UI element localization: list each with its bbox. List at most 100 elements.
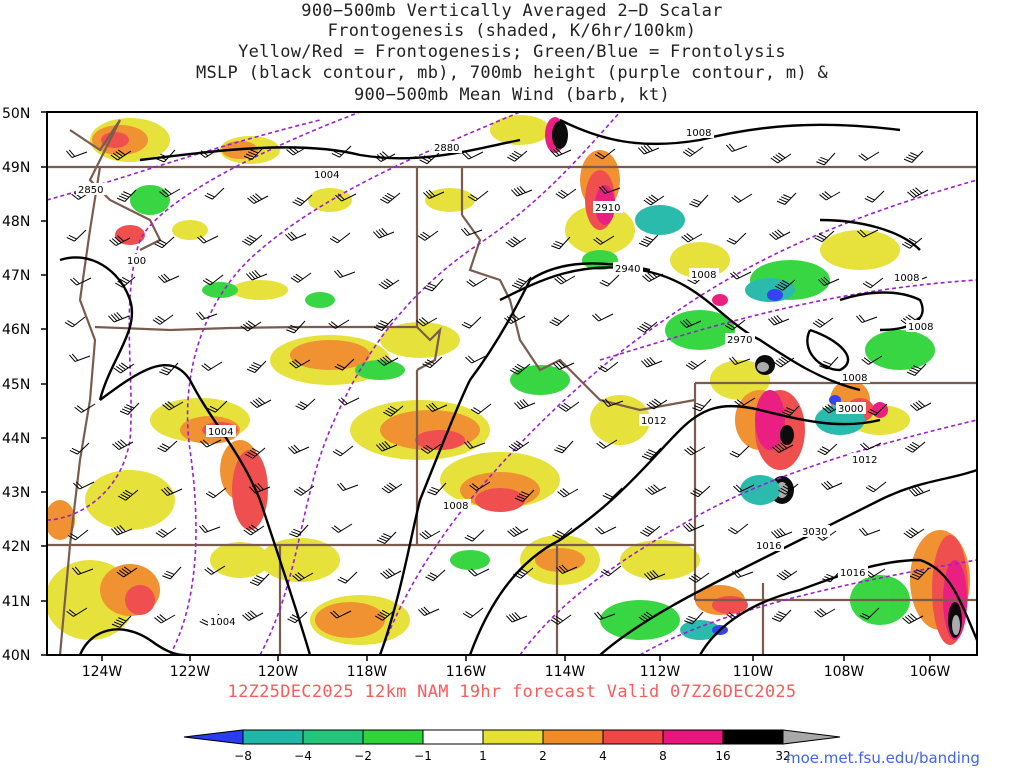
wind-barb bbox=[113, 362, 135, 374]
lon-label: 106W bbox=[910, 664, 951, 680]
lat-label: 40N bbox=[2, 648, 30, 664]
svg-text:2940: 2940 bbox=[615, 264, 640, 275]
wind-barb bbox=[286, 146, 308, 156]
svg-text:2850: 2850 bbox=[78, 185, 103, 196]
colorbar-label: 2 bbox=[539, 749, 547, 763]
map-panel: 1004 1008 1008 1008 1008 1008 1012 1012 … bbox=[47, 112, 977, 655]
wind-barb bbox=[909, 485, 931, 497]
wind-barb bbox=[162, 566, 182, 580]
wind-barb bbox=[599, 274, 620, 287]
wind-barb bbox=[909, 567, 930, 580]
colorbar-swatch bbox=[482, 729, 544, 745]
wind-barb bbox=[154, 236, 175, 249]
wind-barb bbox=[771, 609, 792, 622]
wind-barb bbox=[554, 275, 576, 285]
wind-barb bbox=[549, 314, 570, 327]
wind-barb bbox=[424, 278, 444, 292]
wind-barb bbox=[200, 439, 222, 448]
wind-barb bbox=[776, 569, 798, 581]
wind-barb bbox=[862, 277, 884, 289]
wind-barb bbox=[374, 151, 396, 162]
title-line-5: 900−500mb Mean Wind (barb, kt) bbox=[353, 85, 671, 105]
wind-barb bbox=[417, 230, 439, 241]
svg-text:1004: 1004 bbox=[210, 617, 235, 628]
wind-barb bbox=[246, 360, 267, 373]
height-label: 2910 bbox=[593, 201, 623, 214]
wind-barb bbox=[867, 403, 888, 416]
wind-barb bbox=[288, 444, 310, 454]
wind-barb bbox=[425, 569, 446, 582]
wind-barb bbox=[419, 530, 441, 540]
wind-barb bbox=[380, 192, 401, 204]
wind-barb bbox=[552, 527, 573, 540]
colorbar-label: 32 bbox=[775, 749, 790, 763]
wind-barb bbox=[865, 481, 887, 493]
wind-barb bbox=[383, 405, 404, 417]
wind-barb bbox=[511, 185, 533, 197]
wind-barb bbox=[684, 446, 706, 456]
wind-barb bbox=[857, 229, 879, 238]
wind-barb bbox=[861, 355, 883, 365]
wind-barb bbox=[464, 440, 486, 449]
wind-barb bbox=[682, 146, 704, 157]
wind-barb bbox=[903, 150, 924, 163]
svg-text:100: 100 bbox=[127, 256, 146, 267]
colorbar-swatch bbox=[542, 729, 604, 745]
wind-barb bbox=[116, 189, 137, 202]
source-url[interactable]: moe.met.fsu.edu/banding bbox=[786, 749, 980, 767]
wind-barb bbox=[864, 190, 885, 203]
wind-barb bbox=[461, 316, 482, 329]
wind-barb bbox=[595, 526, 617, 535]
wind-barb bbox=[467, 190, 489, 202]
wind-barb bbox=[337, 571, 358, 584]
wind-barb bbox=[197, 235, 219, 244]
wind-barb bbox=[819, 356, 839, 370]
svg-text:2970: 2970 bbox=[727, 335, 752, 346]
wind-barb bbox=[821, 480, 843, 490]
wind-barb bbox=[380, 568, 402, 579]
wind-barb bbox=[373, 318, 394, 331]
wind-barb bbox=[67, 529, 89, 541]
svg-text:1008: 1008 bbox=[842, 373, 867, 384]
wind-barb bbox=[550, 614, 572, 625]
wind-barb bbox=[245, 447, 266, 459]
wind-barb bbox=[246, 269, 268, 281]
wind-barb bbox=[250, 397, 272, 408]
lat-label: 46N bbox=[2, 322, 30, 338]
wind-barb bbox=[644, 569, 666, 581]
lon-label: 112W bbox=[640, 664, 681, 680]
wind-barb bbox=[243, 524, 265, 536]
colorbar: −8 −4 −2 −1 1 2 4 8 16 32 bbox=[183, 729, 841, 763]
wind-barb bbox=[507, 150, 528, 162]
wind-barb bbox=[683, 522, 705, 532]
wind-barb bbox=[819, 191, 841, 201]
wind-barb bbox=[154, 614, 176, 624]
isobar-label: 1016 bbox=[754, 539, 784, 552]
lat-label: 43N bbox=[2, 485, 30, 501]
height-label: 2850 bbox=[76, 183, 106, 196]
lat-label: 48N bbox=[2, 214, 30, 230]
wind-barb bbox=[507, 526, 529, 537]
wind-barb bbox=[242, 234, 263, 246]
wind-barb bbox=[770, 152, 792, 164]
wind-barb bbox=[377, 355, 399, 366]
svg-text:1004: 1004 bbox=[208, 427, 233, 438]
wind-barb bbox=[66, 149, 88, 158]
colorbar-label: −2 bbox=[354, 749, 372, 763]
wind-barb bbox=[860, 442, 882, 451]
wind-barb bbox=[514, 489, 535, 502]
wind-barb bbox=[779, 405, 800, 418]
wind-barb bbox=[376, 440, 398, 452]
wind-barb bbox=[732, 569, 754, 578]
wind-barb bbox=[381, 482, 403, 494]
isobar-label: 1008 bbox=[441, 499, 471, 512]
wind-barb bbox=[680, 318, 702, 328]
wind-barb bbox=[292, 572, 314, 582]
wind-barb bbox=[249, 482, 271, 494]
isobar-label: 1008 bbox=[840, 371, 870, 384]
wind-barb bbox=[292, 194, 313, 207]
wind-barb bbox=[69, 353, 91, 362]
wind-barb bbox=[726, 143, 748, 152]
wind-barb bbox=[768, 314, 790, 326]
colorbar-swatch bbox=[362, 729, 424, 745]
